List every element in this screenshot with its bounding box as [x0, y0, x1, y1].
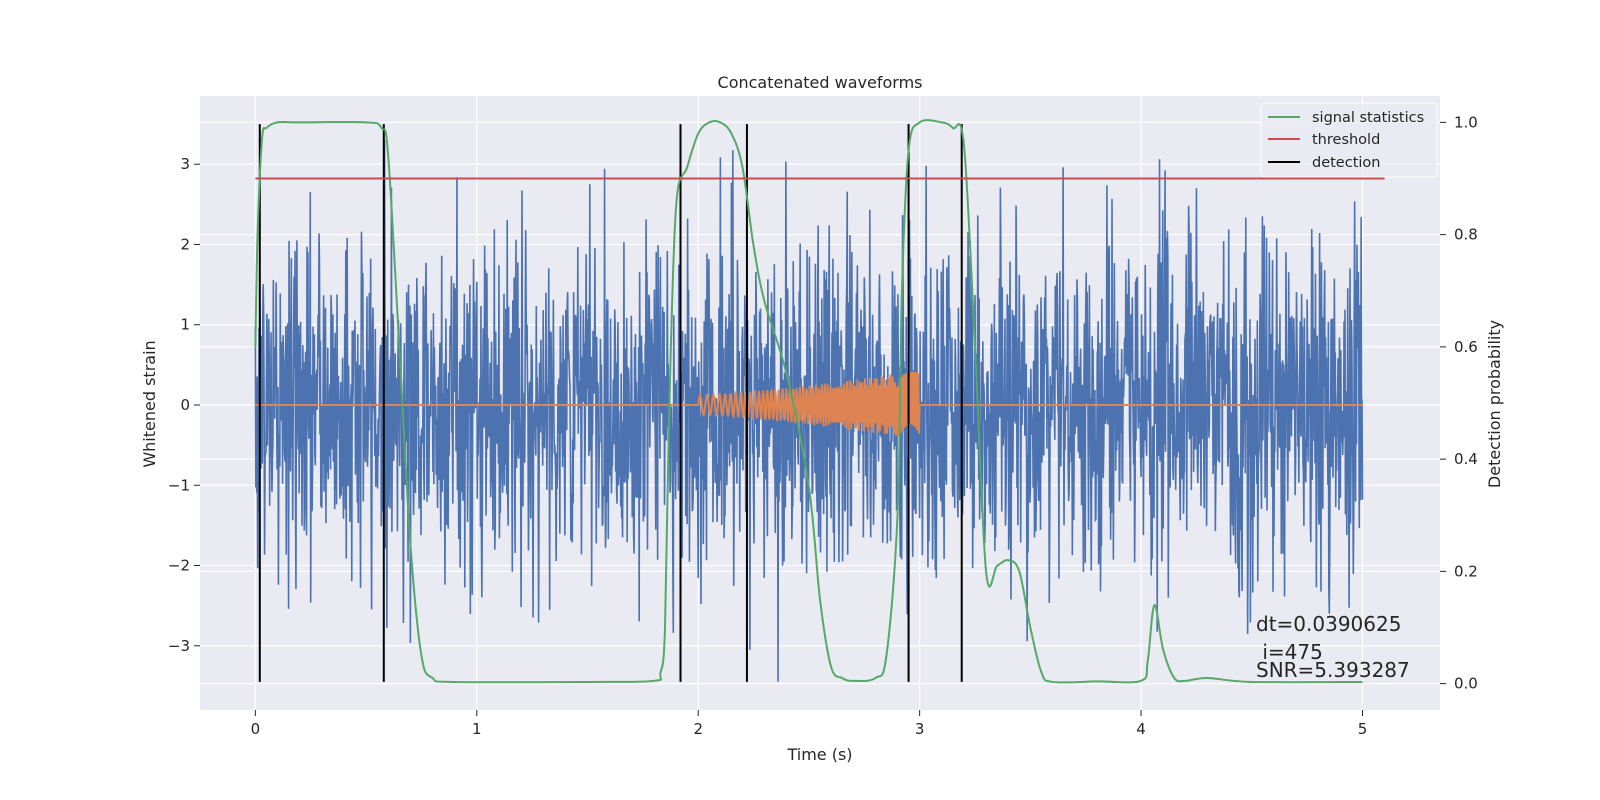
y-left-tick-label: 2	[180, 235, 190, 253]
tick-labels: 0 1 2 3 4 5 −3 −2 −1 0 1 2 3 0.0 0.2 0.4 0.6 0.8 1.0	[168, 113, 1478, 738]
legend: signal statistics threshold detection	[1260, 102, 1438, 178]
detection-lines	[258, 124, 963, 682]
y-right-tick-label: 0.8	[1454, 226, 1478, 244]
y-left-tick-label: −2	[168, 557, 190, 575]
y-axis-right-title: Detection probability	[1485, 320, 1504, 488]
x-tick-label: 2	[693, 720, 703, 738]
injected-chirp-series	[255, 371, 1363, 437]
x-tick-label: 4	[1136, 720, 1146, 738]
y-left-tick-label: 0	[180, 396, 190, 414]
legend-label-detection: detection	[1312, 155, 1380, 171]
legend-label-signal-statistics: signal statistics	[1312, 110, 1424, 126]
chirp-line	[255, 371, 1363, 437]
y-left-tick-label: 1	[180, 316, 190, 334]
legend-label-threshold: threshold	[1312, 132, 1380, 148]
y-right-tick-label: 0.4	[1454, 450, 1478, 468]
x-tick-label: 1	[472, 720, 482, 738]
y-left-tick-label: 3	[180, 155, 190, 173]
y-right-tick-label: 0.6	[1454, 338, 1478, 356]
x-tick-label: 0	[251, 720, 261, 738]
y-right-tick-label: 0.2	[1454, 562, 1478, 580]
annotation-dt: dt=0.0390625	[1256, 612, 1401, 636]
signal-statistics-line	[254, 119, 1363, 684]
y-right-tick-label: 0.0	[1454, 675, 1478, 693]
signal-statistics-series	[254, 119, 1363, 684]
annotation-snr: SNR=5.393287	[1256, 658, 1410, 682]
y-left-tick-label: −3	[168, 637, 190, 655]
y-axis-left-title: Whitened strain	[140, 340, 159, 467]
legend-box	[1260, 102, 1438, 178]
x-tick-label: 5	[1358, 720, 1368, 738]
y-right-tick-label: 1.0	[1454, 113, 1478, 131]
chart-title: Concatenated waveforms	[718, 73, 923, 92]
annotation-index: i=475	[1256, 640, 1323, 664]
x-tick-label: 3	[915, 720, 925, 738]
y-left-tick-label: −1	[168, 476, 190, 494]
x-axis-title: Time (s)	[786, 745, 852, 764]
